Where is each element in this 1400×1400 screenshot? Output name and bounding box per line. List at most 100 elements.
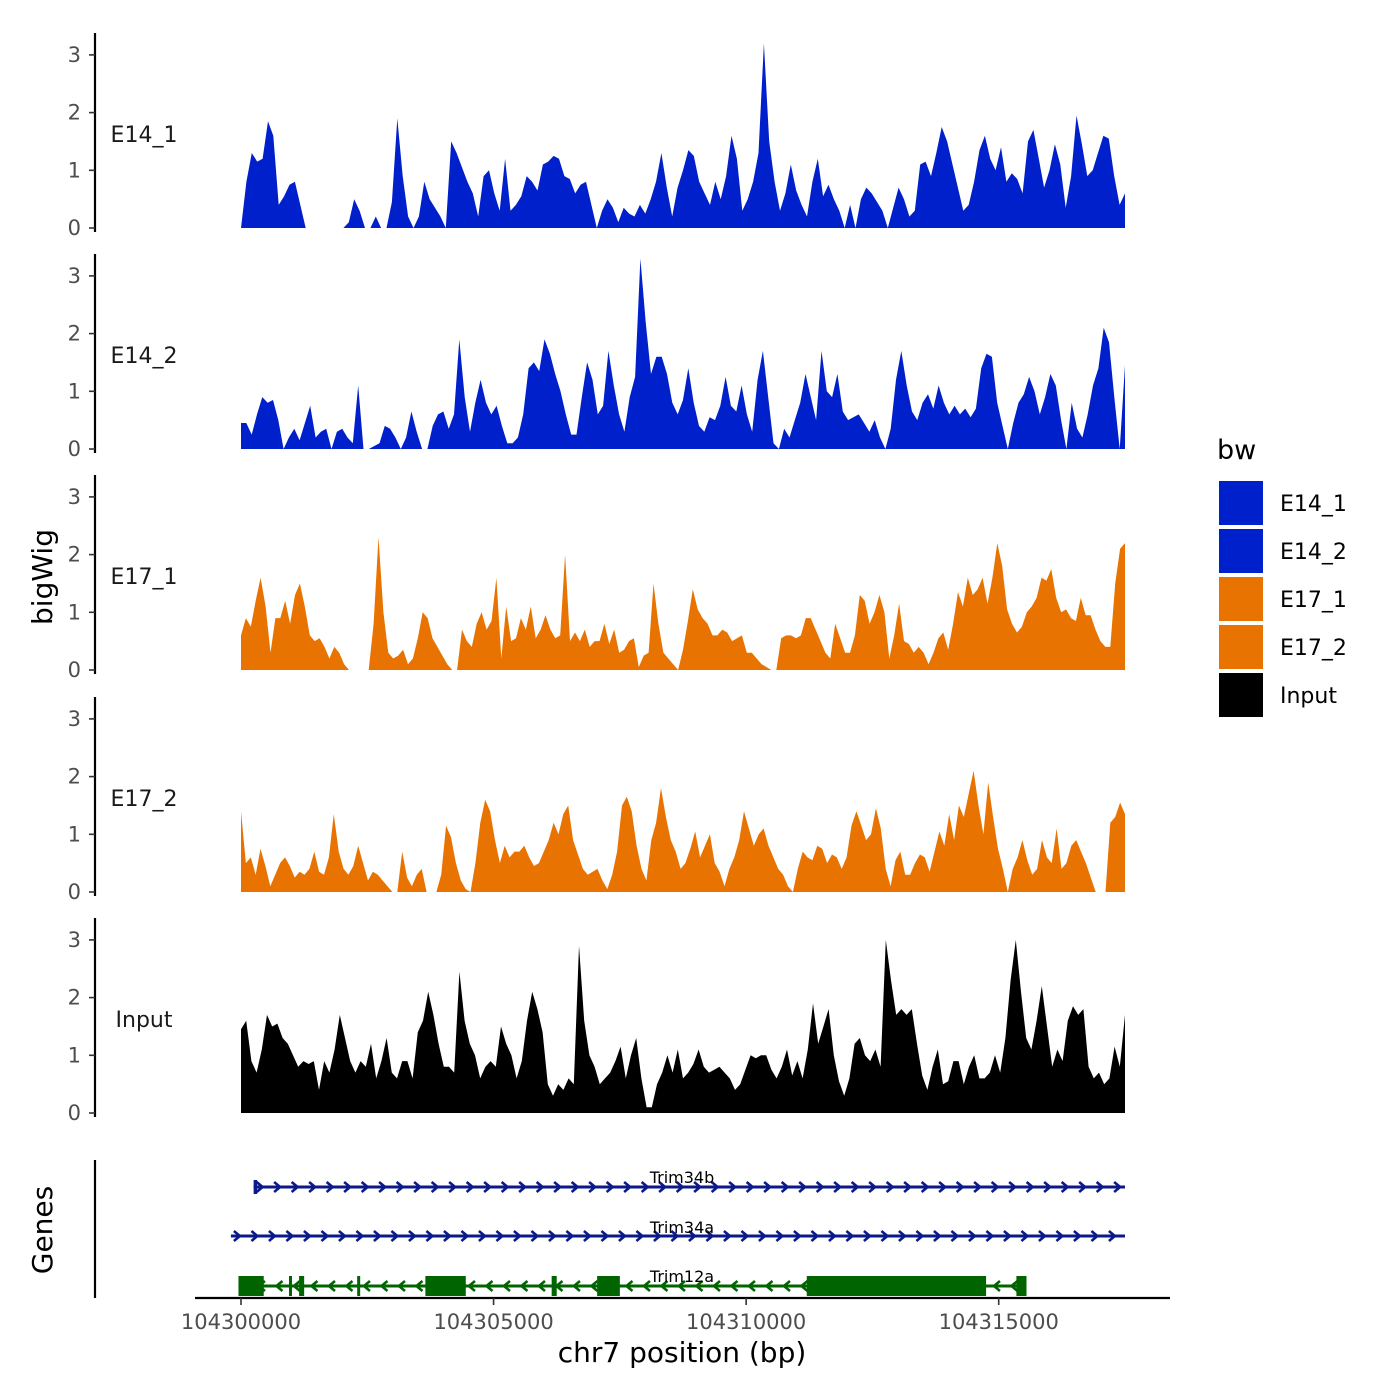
track-E14_1: 0 1 2 3 E14_1 <box>68 33 1125 240</box>
exon <box>238 1276 264 1296</box>
strand-chevron <box>746 1280 756 1292</box>
strand-chevron <box>1009 1280 1019 1292</box>
strand-chevron <box>793 1230 802 1242</box>
strand-chevron <box>530 1230 540 1242</box>
strand-chevron <box>535 1181 545 1193</box>
strand-chevron <box>309 1280 319 1292</box>
exon <box>425 1276 466 1296</box>
strand-chevron <box>1038 1230 1047 1242</box>
track-E17_2: 0 1 2 3 E17_2 <box>68 697 1125 904</box>
strand-chevron <box>484 1280 494 1292</box>
signal-area-E17_2 <box>241 770 1125 892</box>
strand-chevron <box>1090 1230 1100 1242</box>
strand-chevron <box>880 1230 890 1242</box>
strand-chevron <box>676 1280 686 1292</box>
legend-label: E17_1 <box>1280 588 1347 613</box>
strand-chevron <box>705 1230 715 1242</box>
legend-swatch <box>1217 479 1265 527</box>
strand-chevron <box>396 1280 406 1292</box>
strand-chevron <box>833 1181 843 1193</box>
exon <box>299 1276 305 1296</box>
strand-chevron <box>570 1181 580 1193</box>
strand-chevron <box>618 1230 627 1242</box>
track-label: E17_2 <box>111 787 178 812</box>
strand-chevron <box>915 1230 925 1242</box>
strand-chevron <box>781 1280 791 1292</box>
strand-chevron <box>1055 1230 1065 1242</box>
strand-chevron <box>355 1230 365 1242</box>
strand-chevron <box>670 1230 680 1242</box>
legend-swatch <box>1217 527 1265 575</box>
legend-swatch <box>1217 623 1265 671</box>
strand-chevron <box>344 1280 354 1292</box>
strand-chevron <box>723 1230 732 1242</box>
y-tick-label: 3 <box>68 43 81 67</box>
strand-chevron <box>395 1181 405 1193</box>
x-axis-title: chr7 position (bp) <box>558 1336 807 1369</box>
strand-chevron <box>710 1181 720 1193</box>
strand-chevron <box>799 1280 809 1292</box>
y-tick-label: 3 <box>68 707 81 731</box>
genes-track: Trim34b Trim34a Trim12a <box>93 1160 1125 1298</box>
strand-chevron <box>290 1181 300 1193</box>
y-tick-label: 0 <box>68 880 81 904</box>
legend-entry-E17_2: E17_2 <box>1217 623 1347 671</box>
gene-Trim12a: Trim12a <box>238 1267 1027 1296</box>
strand-chevron <box>430 1181 440 1193</box>
strand-chevron <box>950 1230 960 1242</box>
strand-chevron <box>845 1230 855 1242</box>
strand-chevron <box>694 1280 704 1292</box>
strand-chevron <box>518 1181 528 1193</box>
strand-chevron <box>285 1230 295 1242</box>
strand-chevron <box>478 1230 487 1242</box>
strand-chevron <box>338 1230 347 1242</box>
signal-area-E17_1 <box>241 537 1125 670</box>
y-tick-label: 0 <box>68 1101 81 1125</box>
exon <box>1016 1276 1027 1296</box>
track-Input: 0 1 2 3 Input <box>68 918 1125 1125</box>
strand-chevron <box>588 1181 598 1193</box>
strand-chevron <box>688 1230 697 1242</box>
gene-Trim34b: Trim34b <box>253 1168 1125 1194</box>
strand-chevron <box>815 1181 825 1193</box>
strand-chevron <box>641 1280 651 1292</box>
y-tick-label: 0 <box>68 216 81 240</box>
strand-chevron <box>885 1181 895 1193</box>
strand-chevron <box>903 1181 913 1193</box>
gene-label: Trim34a <box>649 1218 714 1237</box>
y-tick-label: 0 <box>68 437 81 461</box>
strand-chevron <box>640 1181 650 1193</box>
strand-chevron <box>466 1280 476 1292</box>
strand-chevron <box>414 1280 424 1292</box>
strand-chevron <box>360 1181 370 1193</box>
legend-entry-E14_1: E14_1 <box>1217 479 1347 527</box>
x-axis: 104300000 104305000 104310000 104315000 <box>181 1296 1170 1334</box>
gene-label: Trim12a <box>649 1267 714 1286</box>
x-tick-label: 104310000 <box>686 1310 806 1334</box>
legend-label: E14_1 <box>1280 492 1347 517</box>
track-label: E17_1 <box>111 565 178 590</box>
gene-label: Trim34b <box>649 1168 715 1187</box>
strand-chevron <box>968 1230 977 1242</box>
strand-chevron <box>565 1230 575 1242</box>
strand-chevron <box>343 1181 353 1193</box>
track-E17_1: 0 1 2 3 E17_1 <box>68 475 1125 682</box>
track-E14_2: 0 1 2 3 E14_2 <box>68 254 1125 461</box>
strand-chevron <box>675 1181 685 1193</box>
y-tick-label: 0 <box>68 658 81 682</box>
strand-chevron <box>378 1181 388 1193</box>
strand-chevron <box>519 1280 529 1292</box>
strand-chevron <box>233 1230 242 1242</box>
strand-chevron <box>780 1181 790 1193</box>
strand-chevron <box>326 1280 336 1292</box>
strand-chevron <box>1108 1230 1117 1242</box>
strand-chevron <box>1003 1230 1012 1242</box>
strand-chevron <box>548 1230 557 1242</box>
strand-chevron <box>758 1230 767 1242</box>
strand-chevron <box>658 1181 668 1193</box>
strand-chevron <box>255 1181 265 1193</box>
strand-chevron <box>990 1181 1000 1193</box>
track-label: Input <box>116 1008 173 1033</box>
signal-area-Input <box>241 939 1125 1113</box>
